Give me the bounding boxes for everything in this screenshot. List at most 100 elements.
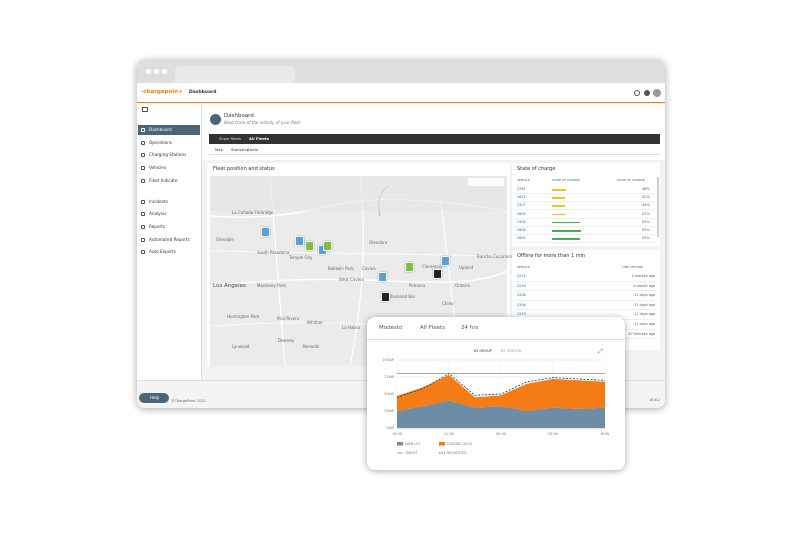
window-dot (146, 69, 151, 74)
soc-label: 44% (642, 203, 650, 208)
header-icon[interactable] (644, 90, 650, 96)
dropdown[interactable]: 24 hrs (461, 325, 479, 331)
vehicle-id[interactable]: 2214 (517, 274, 526, 278)
browser-tab (175, 66, 295, 83)
filter-value[interactable]: All Fleets (249, 136, 269, 141)
place: Whittier (307, 320, 323, 325)
browser-chrome (137, 60, 665, 83)
y-tick-label: 75kW (384, 375, 394, 379)
nav-active (138, 125, 200, 135)
place: South Pasadena (257, 250, 290, 255)
vehicle-id[interactable]: 2811 (517, 195, 526, 200)
legend-label: MAIN LOT (405, 442, 420, 446)
help-label: Help (150, 395, 160, 400)
dropdown[interactable]: Modesto (379, 325, 403, 331)
nav-icon (141, 140, 145, 145)
soc-bar (552, 230, 581, 232)
filter-bar: Show fleets All Fleets (209, 134, 660, 144)
help-button[interactable]: Help (139, 393, 169, 403)
vehicle-id[interactable]: 2456 (517, 219, 526, 224)
nav-icon (141, 128, 145, 132)
expand-icon[interactable]: ⤢ (598, 348, 603, 355)
tab[interactable]: Statistics (231, 147, 249, 152)
vehicle-id[interactable]: 2219 (517, 312, 526, 317)
place: Pomona (409, 283, 426, 288)
logo: -chargepoin+ (141, 89, 183, 95)
tab[interactable]: Map (215, 147, 224, 152)
user-avatar[interactable] (653, 89, 661, 97)
vehicle-id[interactable]: 2895 (517, 236, 526, 241)
vehicle-id[interactable]: 2281 (517, 187, 526, 191)
vehicle-id[interactable]: 2307 (517, 203, 526, 208)
nav-item[interactable]: Vehicles (149, 165, 167, 171)
offline-time: 11 days ago (634, 293, 655, 298)
nav-item[interactable]: Operations (149, 139, 173, 145)
legend-label: LOADING DOCK (447, 442, 473, 446)
column-header: TIME OFFLINE (622, 265, 643, 269)
header-icon[interactable] (634, 90, 640, 96)
map-roads (210, 176, 507, 366)
nav-item[interactable]: Auto Exports (149, 249, 176, 255)
place: Norwalk (303, 344, 320, 349)
vehicle-pin[interactable] (295, 236, 304, 246)
area (397, 400, 605, 428)
y-tick-label: 0kW (387, 426, 395, 430)
x-tick-label: 21:00 (444, 432, 454, 436)
chart: 0kW 25kW 50kW 75kW 100kW 18:00 21:00 00:00 03:00… (382, 358, 610, 455)
nav-item[interactable]: Automated Reports (149, 236, 190, 242)
place: Los Angeles (213, 283, 246, 289)
column-header: VEHICLE (517, 178, 530, 182)
row-divider (515, 280, 655, 281)
offline-time: 11 days ago (634, 322, 655, 326)
nav-icon (141, 250, 145, 255)
vehicle-id[interactable]: 2208 (517, 293, 526, 298)
soc-bar (552, 213, 567, 216)
vehicle-pin[interactable] (381, 292, 390, 302)
place: Baldwin Park (328, 266, 354, 271)
toggle-option[interactable]: BY STATION (501, 349, 522, 353)
vehicle-pin[interactable] (405, 262, 414, 272)
row-divider (515, 309, 655, 310)
page-title: Dashboard (224, 113, 254, 119)
nav-item[interactable]: Incidents (149, 198, 169, 204)
vehicle-pin[interactable] (433, 269, 442, 279)
dropdown[interactable]: All Fleets (420, 325, 446, 331)
toggle-option[interactable]: BY GROUP (474, 349, 493, 353)
map-controls[interactable] (468, 178, 504, 186)
nav-item[interactable]: Fleet Indicate (149, 177, 178, 183)
nav-icon (141, 237, 145, 242)
nav-item[interactable]: Charging Stations (149, 152, 187, 158)
vehicle-pin[interactable] (378, 272, 387, 282)
vehicle-id[interactable]: 2808 (517, 228, 526, 232)
collapse-icon[interactable] (142, 107, 148, 112)
vehicle-id[interactable]: 2306 (517, 302, 526, 307)
legend-swatch (439, 442, 445, 446)
place: Diamond Bar (389, 294, 416, 299)
page-header: Dashboard Keep track of the activity of … (202, 104, 665, 160)
page-subtitle: Keep track of the activity of your fleet (224, 120, 301, 125)
vehicle-pin[interactable] (441, 256, 450, 266)
place: Downey (278, 338, 295, 343)
nav-item[interactable]: Analysis (149, 211, 167, 217)
row-divider (515, 234, 655, 235)
dashboard-icon (210, 114, 221, 125)
soc-label: 46% (642, 187, 650, 191)
offline-time: 11 days ago (634, 312, 655, 317)
place: Huntington Park (227, 314, 260, 319)
nav-icon (141, 178, 145, 183)
page-menu[interactable]: Dashboard (189, 90, 217, 95)
vehicle-pin[interactable] (261, 227, 270, 237)
legend-swatch (397, 442, 403, 446)
nav-item[interactable]: Dashboard (149, 127, 172, 132)
y-tick-label: 25kW (384, 409, 394, 413)
vehicle-id[interactable]: 2216 (517, 283, 526, 288)
soc-bar (552, 189, 566, 191)
vehicle-pin[interactable] (323, 241, 332, 251)
vehicle-id[interactable]: 2809 (517, 211, 526, 216)
place: Claremont (422, 264, 443, 269)
tab[interactable]: Alerts (247, 147, 259, 152)
nav-item[interactable]: Reports (149, 223, 166, 229)
vehicle-pin[interactable] (305, 241, 314, 251)
column-header: VEHICLE (517, 265, 530, 269)
